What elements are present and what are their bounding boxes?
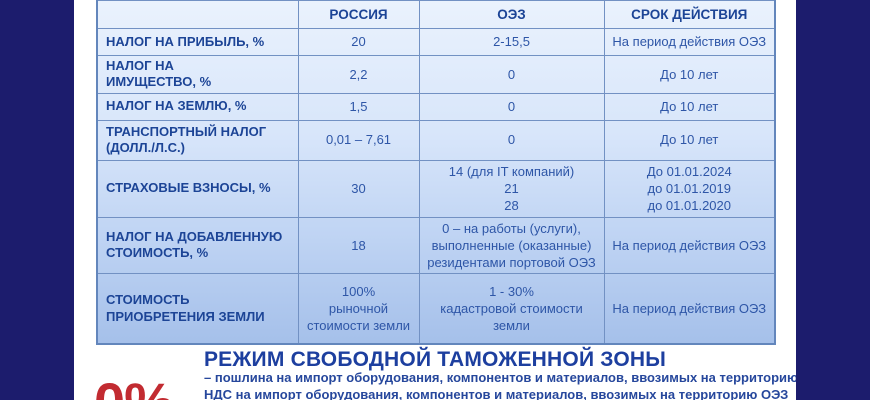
row-label-land-purchase-cost: СТОИМОСТЬ ПРИОБРЕТЕНИЯ ЗЕМЛИ [96, 272, 299, 345]
table-row: НАЛОГ НА ДОБАВЛЕННУЮ СТОИМОСТЬ, % 18 0 –… [96, 216, 776, 274]
column-header-oez: ОЭЗ [418, 0, 605, 29]
benefit-line: – пошлина на импорт оборудования, компон… [204, 370, 796, 385]
cell-oez: 1 - 30% кадастровой стоимости земли [418, 272, 605, 345]
column-header-russia: РОССИЯ [297, 0, 420, 29]
cell-term: На период действия ОЭЗ [603, 272, 776, 345]
cell-term: На период действия ОЭЗ [603, 216, 776, 274]
zero-percent-figure: 0% [94, 375, 174, 400]
benefit-line: НДС на импорт оборудования, компонентов … [204, 386, 789, 400]
table-header-row: РОССИЯ ОЭЗ СРОК ДЕЙСТВИЯ [96, 0, 776, 29]
column-header-empty [96, 0, 299, 29]
table-row: НАЛОГ НА ИМУЩЕСТВО, % 2,2 0 До 10 лет [96, 55, 776, 94]
cell-oez: 0 [418, 119, 605, 161]
row-label-profit-tax: НАЛОГ НА ПРИБЫЛЬ, % [96, 28, 299, 56]
row-label-transport-tax: ТРАНСПОРТНЫЙ НАЛОГ (ДОЛЛ./Л.С.) [96, 119, 299, 161]
row-label-insurance-contributions: СТРАХОВЫЕ ВЗНОСЫ, % [96, 159, 299, 218]
cell-russia: 100% рыночной стоимости земли [297, 272, 420, 345]
row-label-land-tax: НАЛОГ НА ЗЕМЛЮ, % [96, 92, 299, 121]
row-label-vat: НАЛОГ НА ДОБАВЛЕННУЮ СТОИМОСТЬ, % [96, 216, 299, 274]
table-row: НАЛОГ НА ПРИБЫЛЬ, % 20 2-15,5 На период … [96, 28, 776, 56]
cell-oez: 0 [418, 92, 605, 121]
cell-russia: 0,01 – 7,61 [297, 119, 420, 161]
right-navy-border [796, 0, 870, 400]
cell-russia: 2,2 [297, 55, 420, 94]
customs-benefits-text: – пошлина на импорт оборудования, компон… [204, 370, 796, 400]
cell-russia: 18 [297, 216, 420, 274]
cell-term: До 10 лет [603, 92, 776, 121]
free-customs-zone-heading: РЕЖИМ СВОБОДНОЙ ТАМОЖЕННОЙ ЗОНЫ [203, 348, 667, 371]
left-navy-border [0, 0, 74, 400]
cell-term: До 10 лет [603, 55, 776, 94]
cell-term: На период действия ОЭЗ [603, 28, 776, 56]
table-row: СТРАХОВЫЕ ВЗНОСЫ, % 30 14 (для IT компан… [96, 159, 776, 218]
table-row: СТОИМОСТЬ ПРИОБРЕТЕНИЯ ЗЕМЛИ 100% рыночн… [96, 272, 776, 345]
cell-russia: 30 [297, 159, 420, 218]
table-row: ТРАНСПОРТНЫЙ НАЛОГ (ДОЛЛ./Л.С.) 0,01 – 7… [96, 119, 776, 161]
cell-oez: 0 [418, 55, 605, 94]
tax-comparison-table: РОССИЯ ОЭЗ СРОК ДЕЙСТВИЯ НАЛОГ НА ПРИБЫЛ… [96, 0, 776, 346]
cell-oez: 2-15,5 [418, 28, 605, 56]
cell-oez: 0 – на работы (услуги), выполненные (ока… [418, 216, 605, 274]
column-header-term: СРОК ДЕЙСТВИЯ [603, 0, 776, 29]
table-row: НАЛОГ НА ЗЕМЛЮ, % 1,5 0 До 10 лет [96, 92, 776, 121]
cell-term: До 10 лет [603, 119, 776, 161]
slide-content-area: РОССИЯ ОЭЗ СРОК ДЕЙСТВИЯ НАЛОГ НА ПРИБЫЛ… [74, 0, 796, 400]
row-label-property-tax: НАЛОГ НА ИМУЩЕСТВО, % [96, 55, 299, 94]
cell-russia: 1,5 [297, 92, 420, 121]
cell-term: До 01.01.2024 до 01.01.2019 до 01.01.202… [603, 159, 776, 218]
cell-russia: 20 [297, 28, 420, 56]
cell-oez: 14 (для IT компаний) 21 28 [418, 159, 605, 218]
